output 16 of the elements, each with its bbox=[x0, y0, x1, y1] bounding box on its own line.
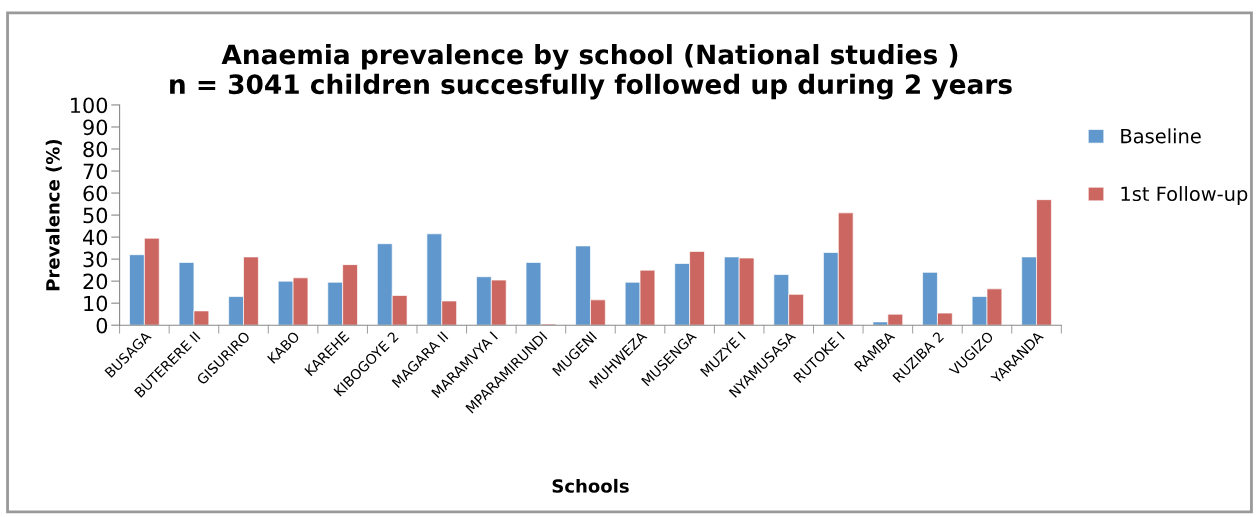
y-tick-label: 50 bbox=[83, 207, 108, 224]
y-tick-label: 0 bbox=[96, 317, 108, 334]
y-axis-title: Prevalence (%) bbox=[45, 139, 62, 291]
legend-label: Baseline bbox=[1121, 128, 1201, 144]
y-tick-label: 10 bbox=[84, 295, 108, 312]
y-tick-label: 80 bbox=[83, 141, 108, 158]
y-tick-label: 100 bbox=[71, 97, 108, 114]
y-tick-label: 60 bbox=[83, 185, 108, 202]
chart-title: Anaemia prevalence by school (National studies ) n = 3041 children succesfully followed up during 2 years bbox=[170, 44, 1012, 100]
legend-label: 1st Follow-up bbox=[1121, 186, 1248, 205]
y-tick-label: 40 bbox=[83, 229, 108, 246]
y-tick-label: 70 bbox=[83, 163, 108, 180]
x-axis-title: Schools bbox=[552, 478, 629, 493]
y-tick-label: 30 bbox=[83, 251, 108, 268]
y-tick-label: 90 bbox=[83, 119, 108, 136]
y-tick-label: 20 bbox=[83, 273, 108, 290]
